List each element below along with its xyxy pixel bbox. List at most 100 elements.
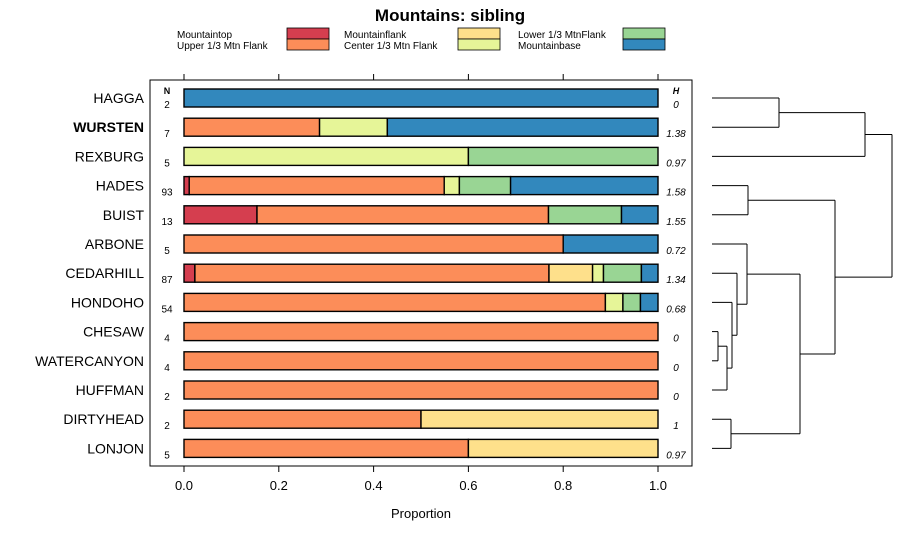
bar-row: DIRTYHEAD 2 1: [63, 409, 679, 432]
legend-label: Mountaintop: [177, 30, 232, 41]
row-label: CHESAW: [83, 324, 145, 340]
bar-segment: [183, 88, 659, 108]
bar-row: HUFFMAN 2 0: [76, 380, 679, 403]
x-tick-label: 0.4: [365, 478, 383, 493]
bar-segment: [443, 175, 461, 196]
row-n-value: 5: [164, 158, 170, 169]
row-label: LONJON: [87, 440, 144, 456]
row-n-value: 54: [161, 304, 173, 315]
bar-segment: [194, 263, 550, 283]
row-h-value: 0: [673, 363, 679, 374]
row-h-value: 0.97: [666, 158, 686, 169]
x-axis: 0.0 0.2 0.4 0.6 0.8 1.0: [175, 74, 667, 493]
bar-row: HAGGA 2 0: [93, 88, 679, 111]
n-column-header: N: [164, 86, 171, 96]
legend-swatch: [457, 38, 501, 51]
bar-segment: [604, 292, 624, 313]
bar-segment: [639, 292, 659, 313]
row-label: ARBONE: [85, 236, 144, 252]
bar-segment: [591, 263, 605, 283]
row-label: HONDOHO: [71, 294, 144, 310]
row-n-value: 4: [164, 363, 170, 374]
bar-segment: [183, 321, 659, 342]
bar-row: REXBURG 5 0.97: [75, 146, 686, 169]
bar-segment: [640, 263, 659, 283]
row-n-value: 93: [161, 188, 173, 199]
x-tick-label: 0.2: [270, 478, 288, 493]
row-h-value: 0.72: [666, 246, 686, 257]
bar-segment: [188, 175, 445, 196]
legend-swatch: [622, 38, 666, 51]
legend-label: Center 1/3 Mtn Flank: [344, 41, 438, 52]
row-h-value: 1.34: [666, 275, 686, 286]
row-n-value: 5: [164, 246, 170, 257]
legend-swatch: [286, 38, 330, 51]
legend-swatch: [457, 27, 501, 40]
bar-row: ARBONE 5 0.72: [85, 234, 686, 257]
row-n-value: 4: [164, 334, 170, 345]
legend-label: Mountainbase: [518, 41, 581, 52]
bar-segment: [183, 380, 659, 400]
row-h-value: 0: [673, 392, 679, 403]
row-n-value: 2: [164, 392, 170, 403]
bar-segment: [183, 263, 196, 283]
bar-row: WATERCANYON 4 0: [35, 351, 679, 374]
legend-swatch: [622, 27, 666, 40]
bar-segment: [183, 205, 258, 225]
row-label: REXBURG: [75, 148, 144, 164]
bar-row: CEDARHILL 87 1.34: [65, 263, 686, 286]
bar-segment: [620, 205, 659, 225]
bar-row: WURSTEN 7 1.38: [73, 117, 686, 140]
bar-segment: [183, 117, 321, 137]
row-n-value: 2: [164, 421, 170, 432]
bar-segment: [548, 263, 594, 283]
bar-segment: [386, 117, 659, 137]
bar-segment: [562, 234, 659, 254]
dendrogram: [712, 97, 893, 449]
row-label: WURSTEN: [73, 119, 144, 135]
bar-segment: [183, 351, 659, 371]
x-axis-title: Proportion: [391, 506, 451, 521]
row-h-value: 0.97: [666, 450, 686, 461]
bar-segment: [256, 205, 550, 225]
row-h-value: 1: [673, 421, 679, 432]
x-tick-label: 0.6: [459, 478, 477, 493]
bar-segment: [420, 409, 659, 429]
x-tick-label: 0.0: [175, 478, 193, 493]
legend-label: Lower 1/3 MtnFlank: [518, 30, 607, 41]
row-label: CEDARHILL: [65, 265, 144, 281]
row-h-value: 0.68: [666, 304, 686, 315]
bar-segment: [183, 146, 470, 167]
row-n-value: 87: [161, 275, 173, 286]
row-label: HAGGA: [93, 90, 144, 106]
row-n-value: 13: [161, 217, 173, 228]
x-tick-label: 0.8: [554, 478, 572, 493]
row-label: HUFFMAN: [76, 382, 144, 398]
row-h-value: 0: [673, 100, 679, 111]
plot-frame: [149, 79, 693, 467]
bar-row: HADES 93 1.58: [96, 175, 686, 199]
bar-segment: [467, 438, 659, 459]
h-column-header: H: [673, 86, 680, 96]
row-h-value: 1.55: [666, 217, 686, 228]
row-label: WATERCANYON: [35, 353, 144, 369]
bar-segment: [602, 263, 643, 283]
bar-segment: [183, 175, 190, 196]
legend-label: Mountainflank: [344, 30, 407, 41]
bar-segment: [509, 175, 659, 196]
row-label: HADES: [96, 178, 144, 194]
legend-swatch: [286, 27, 330, 40]
bar-segment: [318, 117, 389, 137]
row-n-value: 5: [164, 450, 170, 461]
x-tick-label: 1.0: [649, 478, 667, 493]
bar-row: BUIST 13 1.55: [103, 205, 686, 228]
bar-segment: [622, 292, 642, 313]
row-label: DIRTYHEAD: [63, 411, 144, 427]
bar-segment: [183, 234, 564, 254]
bar-segment: [547, 205, 623, 225]
bar-segment: [183, 292, 607, 313]
bar-row: HONDOHO 54 0.68: [71, 292, 686, 315]
bar-segment: [183, 409, 422, 429]
